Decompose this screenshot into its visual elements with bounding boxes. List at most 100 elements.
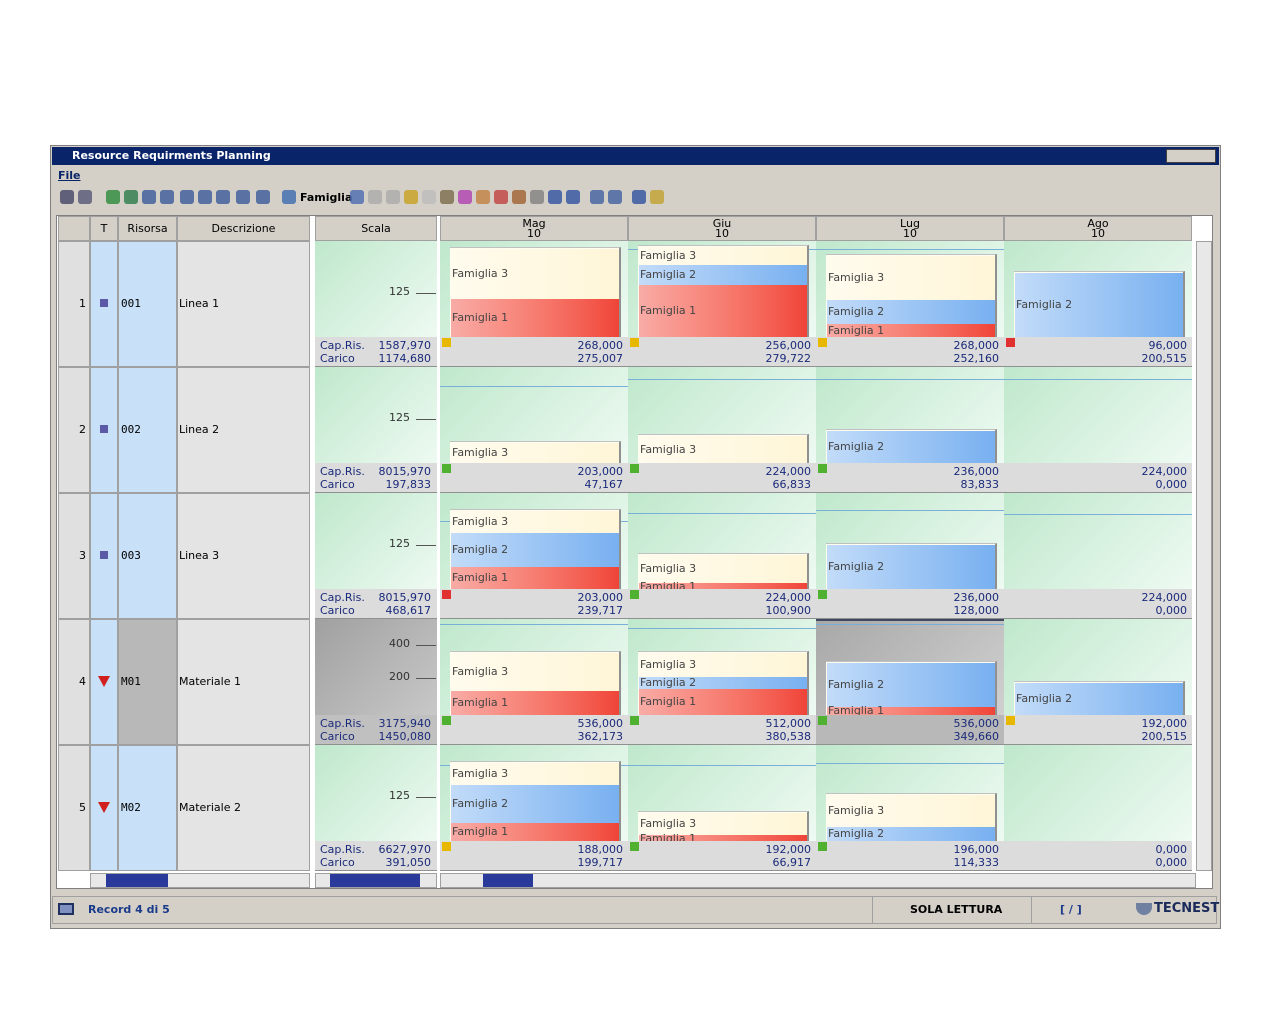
bar-segment: [827, 663, 995, 707]
toolbar-label[interactable]: Famiglia: [300, 191, 353, 204]
segment-label: Famiglia 1: [452, 571, 509, 584]
capacity-line: [628, 513, 816, 514]
scale-tick-label: 200: [389, 670, 410, 683]
toolbar-icon: [404, 190, 418, 204]
resource-cell: [118, 493, 177, 619]
period-load: 200,515: [1141, 730, 1188, 743]
bar-segment: [827, 431, 995, 463]
period-cell: [1004, 367, 1192, 463]
segment-label: Famiglia 3: [828, 271, 885, 284]
period-capacity: 188,000: [577, 843, 624, 856]
capacity-line: [816, 624, 1004, 625]
scale-tick-line: [416, 645, 436, 646]
row-number: 2: [79, 423, 86, 436]
scale-band: [315, 841, 437, 871]
toolbar-icon: [236, 190, 250, 204]
row-number: 5: [79, 801, 86, 814]
bar-segment: [827, 545, 995, 589]
bar-segment: [639, 653, 807, 677]
status-flag: [442, 464, 451, 473]
toolbar-icon: [512, 190, 526, 204]
toolbar-icon: [494, 190, 508, 204]
toolbar-icon: [548, 190, 562, 204]
period-load: 0,000: [1155, 604, 1188, 617]
bar-segment: [827, 256, 995, 300]
segment-label: Famiglia 3: [452, 446, 509, 459]
load-label: Carico: [320, 730, 355, 743]
toolbar-icon: [78, 190, 92, 204]
capacity-line: [816, 510, 1004, 511]
segment-label: Famiglia 2: [828, 440, 885, 453]
period-cell: [1004, 745, 1192, 841]
window-controls[interactable]: [1166, 149, 1216, 163]
period-capacity: 224,000: [765, 591, 812, 604]
period-capacity: 224,000: [1141, 465, 1188, 478]
status-flag: [630, 338, 639, 347]
toolbar-icon: [216, 190, 230, 204]
load-label: Carico: [320, 604, 355, 617]
header-label: Risorsa: [127, 222, 168, 235]
row-capacity: 8015,970: [378, 591, 432, 604]
scroll-thumb: [330, 874, 420, 887]
bar-segment: [451, 691, 619, 715]
capacity-line: [816, 379, 1004, 380]
status-bar: [52, 896, 1217, 924]
month-week: 10: [527, 227, 541, 240]
period-capacity: 203,000: [577, 465, 624, 478]
cap-label: Cap.Ris.: [320, 843, 365, 856]
header-cell: [628, 216, 816, 241]
toolbar-icon: [142, 190, 156, 204]
segment-label: Famiglia 2: [828, 678, 885, 691]
bar-segment: [639, 285, 807, 337]
bar-segment: [639, 677, 807, 689]
month-name: Ago: [1087, 217, 1109, 230]
load-label: Carico: [320, 478, 355, 491]
period-band: [1004, 715, 1192, 745]
period-band: [440, 841, 628, 871]
scale-tick-line: [416, 678, 436, 679]
segment-label: Famiglia 2: [452, 543, 509, 556]
period-band: [440, 463, 628, 493]
segment-label: Famiglia 2: [828, 305, 885, 318]
period-band: [816, 715, 1004, 745]
bar-segment: [451, 299, 619, 337]
status-flag: [1006, 716, 1015, 725]
bar-segment: [451, 511, 619, 533]
bar-segment: [639, 555, 807, 583]
month-name: Lug: [900, 217, 920, 230]
menu-file[interactable]: File: [58, 169, 81, 182]
toolbar-icon: [106, 190, 120, 204]
scale-cell: [315, 241, 437, 337]
period-load: 66,833: [772, 478, 812, 491]
scale-cell: [315, 619, 437, 715]
toolbar-icon: [458, 190, 472, 204]
description-cell: [177, 745, 310, 871]
bar-segment: [451, 533, 619, 567]
scroll-thumb: [483, 874, 533, 887]
segment-label: Famiglia 2: [828, 560, 885, 573]
row-load: 1450,080: [378, 730, 432, 743]
capacity-line: [440, 386, 628, 387]
bar-segment: [451, 763, 619, 785]
header-label: Scala: [361, 222, 391, 235]
period-capacity: 96,000: [1148, 339, 1188, 352]
header-cell: [90, 216, 118, 241]
bar-segment: [451, 653, 619, 691]
resource-cell: [118, 619, 177, 745]
toolbar-icon: [608, 190, 622, 204]
row-number-cell: [58, 619, 90, 745]
segment-label: Famiglia 3: [828, 804, 885, 817]
capacity-line: [440, 624, 628, 625]
row-load: 468,617: [385, 604, 432, 617]
cap-label: Cap.Ris.: [320, 717, 365, 730]
scale-cell: [315, 745, 437, 841]
description-cell: [177, 241, 310, 367]
toolbar-icon: [124, 190, 138, 204]
toolbar-icon: [198, 190, 212, 204]
period-capacity: 236,000: [953, 465, 1000, 478]
bar-segment: [639, 265, 807, 285]
segment-label: Famiglia 2: [1016, 692, 1073, 705]
period-capacity: 536,000: [577, 717, 624, 730]
description: Linea 2: [179, 423, 220, 436]
resource-code: M01: [121, 675, 141, 688]
